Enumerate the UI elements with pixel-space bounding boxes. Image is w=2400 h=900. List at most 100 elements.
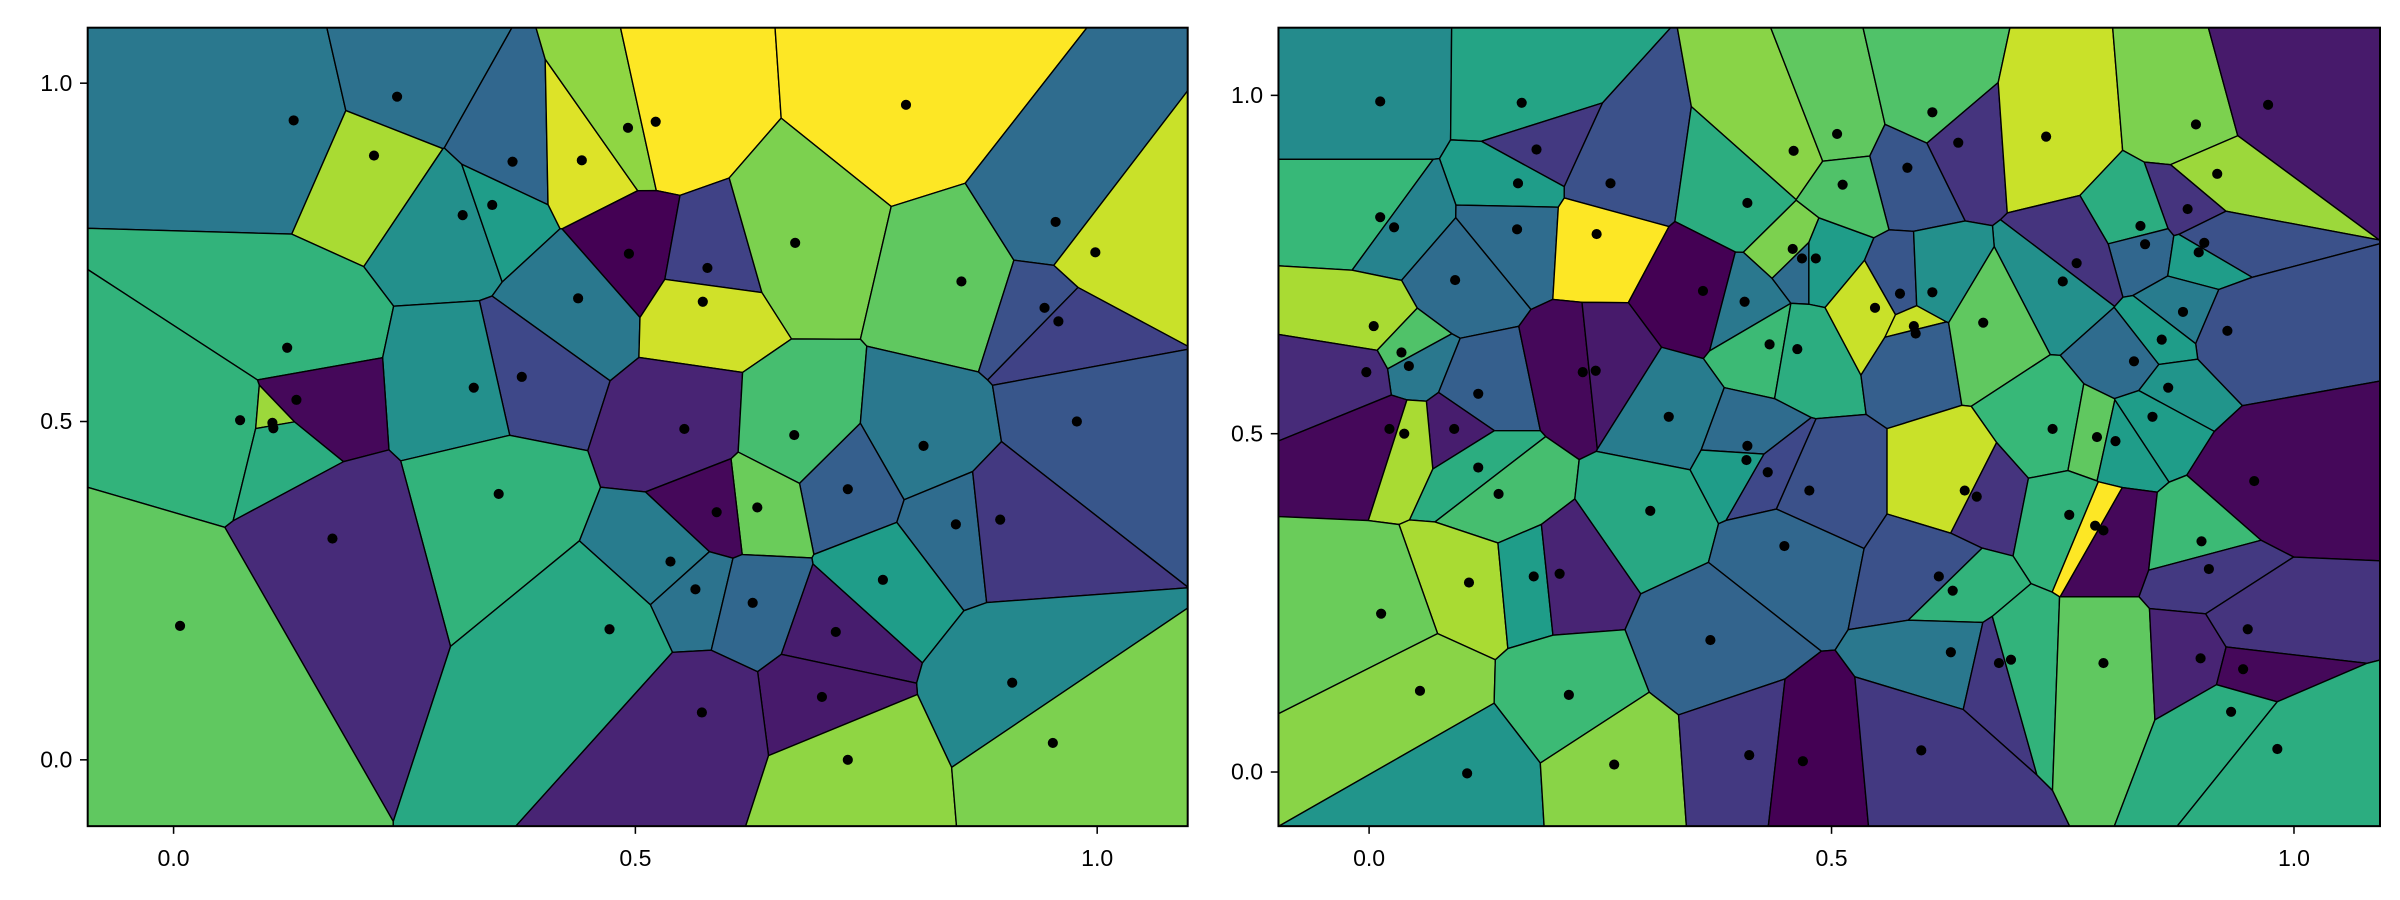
seed-point <box>2263 99 2274 110</box>
seed-point <box>790 237 801 248</box>
seed-point <box>1071 416 1082 427</box>
seed-point <box>1810 253 1821 264</box>
seed-point <box>604 624 615 635</box>
seed-point <box>1910 328 1921 339</box>
seed-point <box>702 262 713 273</box>
seed-point <box>1916 745 1927 756</box>
seed-point <box>1516 97 1527 108</box>
x-tick-label: 0.5 <box>619 845 651 871</box>
seed-point <box>1414 685 1426 696</box>
seed-point <box>1591 228 1602 240</box>
seed-point <box>1590 365 1601 376</box>
seed-point <box>1739 296 1750 307</box>
seed-point <box>2098 658 2109 669</box>
y-axis: 0.0 0.5 1.0 <box>1231 82 1279 785</box>
seed-point <box>2272 743 2283 755</box>
seed-point <box>690 584 701 595</box>
seed-point <box>1463 577 1475 588</box>
seed-point <box>1797 756 1808 767</box>
seed-point <box>1396 347 1407 358</box>
y-tick-label: 0.5 <box>40 408 72 434</box>
seed-point <box>1399 428 1410 439</box>
seed-point <box>2047 423 2058 435</box>
seed-point <box>1804 485 1815 496</box>
seed-point <box>622 122 634 133</box>
seed-point <box>2041 131 2052 142</box>
voronoi-cell <box>1277 27 1453 161</box>
seed-point <box>2222 325 2233 336</box>
seed-point <box>573 293 584 304</box>
seed-point <box>288 115 299 126</box>
seed-point <box>1375 96 1386 107</box>
seed-point <box>507 156 518 167</box>
seed-points <box>174 91 1101 765</box>
seed-point <box>1978 317 1989 328</box>
seed-point <box>665 556 676 567</box>
seed-point <box>697 296 708 307</box>
seed-point <box>327 533 338 544</box>
x-tick-label: 1.0 <box>2278 845 2310 871</box>
x-tick-label: 0.0 <box>1353 845 1385 871</box>
seed-point <box>174 620 186 631</box>
right-voronoi-panel: 0.0 0.5 1.0 0.0 0.5 1.0 <box>1231 26 2381 871</box>
seed-point <box>1512 224 1523 235</box>
seed-point <box>1605 178 1616 189</box>
seed-point <box>457 210 468 221</box>
seed-point <box>1039 302 1050 313</box>
seed-point <box>1450 275 1461 286</box>
seed-point <box>1788 145 1799 156</box>
seed-point <box>1528 571 1539 582</box>
seed-point <box>900 99 912 110</box>
seed-point <box>1741 455 1752 466</box>
seed-point <box>1053 316 1064 327</box>
seed-point <box>1563 689 1574 700</box>
x-axis: 0.0 0.5 1.0 <box>1353 826 2310 871</box>
y-tick-label: 1.0 <box>1231 82 1263 108</box>
x-tick-label: 1.0 <box>1081 845 1113 871</box>
seed-point <box>1744 750 1755 761</box>
seed-point <box>2190 119 2202 130</box>
x-tick-label: 0.5 <box>1816 845 1848 871</box>
seed-point <box>1609 759 1620 770</box>
seed-point <box>1376 608 1387 619</box>
plot-frame <box>1277 26 2381 828</box>
seed-point <box>1787 243 1798 255</box>
y-axis: 0.0 0.5 1.0 <box>40 70 88 773</box>
seed-point <box>1554 568 1565 579</box>
seed-point <box>1403 360 1414 372</box>
seed-point <box>1796 253 1808 264</box>
seed-point <box>995 514 1006 525</box>
seed-point <box>2177 306 2189 317</box>
x-tick-label: 0.0 <box>158 845 190 871</box>
seed-point <box>747 597 758 608</box>
seed-point <box>1531 144 1542 155</box>
y-tick-label: 0.5 <box>1231 420 1263 446</box>
seed-point <box>2064 509 2075 520</box>
seed-point <box>1361 367 1372 378</box>
seed-point <box>2203 563 2214 575</box>
seed-point <box>1512 178 1524 189</box>
voronoi-cell <box>224 449 452 823</box>
seed-point <box>918 440 929 451</box>
plot-frame <box>86 26 1189 828</box>
seed-point <box>487 199 498 211</box>
seed-point <box>1705 634 1716 646</box>
seed-point <box>1697 285 1709 296</box>
seed-point <box>2140 239 2151 250</box>
seed-point <box>2196 536 2207 547</box>
seed-point <box>842 754 853 765</box>
seed-point <box>1927 287 1938 298</box>
seed-point <box>2242 624 2253 635</box>
seed-point <box>2195 653 2206 664</box>
seed-point <box>1645 505 1656 516</box>
x-axis: 0.0 0.5 1.0 <box>158 826 1113 871</box>
seed-point <box>877 574 888 585</box>
seed-point <box>752 502 763 513</box>
seed-point <box>1927 107 1938 118</box>
seed-point <box>816 691 828 702</box>
seed-point <box>1959 485 1970 496</box>
seed-point <box>1577 367 1588 378</box>
seed-point <box>623 248 634 259</box>
seed-point <box>679 423 690 435</box>
